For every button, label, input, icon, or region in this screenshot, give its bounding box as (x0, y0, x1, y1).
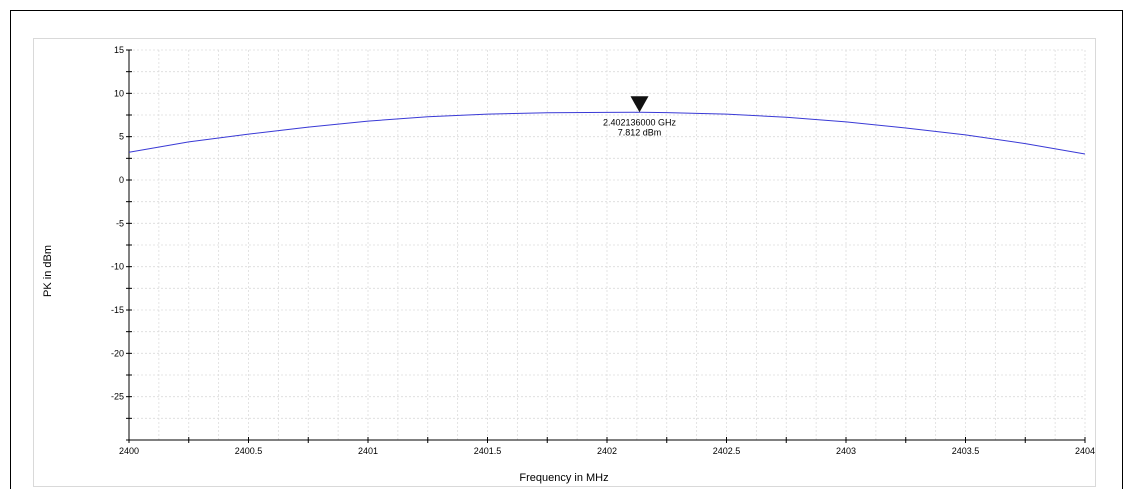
spectrum-chart: 2400 2400.5 2401 2401.5 2402 2402.5 2403 2403.5… (34, 39, 1095, 486)
y-tick-label: -10 (111, 262, 124, 272)
y-tick-label: 5 (119, 132, 124, 142)
x-tick-label: 2402 (597, 446, 617, 456)
x-tick-label: 2403 (836, 446, 856, 456)
y-tick-label: -25 (111, 392, 124, 402)
y-tick-label: 0 (119, 175, 124, 185)
ticks-layer: 2400 2400.5 2401 2401.5 2402 2402.5 2403 2403.5… (111, 45, 1095, 456)
y-tick-label: -5 (116, 218, 124, 228)
x-tick-label: 2400 (119, 446, 139, 456)
y-tick-label: 10 (114, 88, 124, 98)
peak-marker-triangle (631, 96, 649, 112)
axes-layer (126, 50, 1085, 443)
x-tick-label: 2403.5 (952, 446, 980, 456)
y-tick-label: 15 (114, 45, 124, 55)
chart-frame: 2400 2400.5 2401 2401.5 2402 2402.5 2403 2403.5… (10, 10, 1123, 489)
y-axis-title: PK in dBm (42, 245, 54, 297)
marker-frequency-label: 2.402136000 GHz (603, 117, 677, 127)
chart-panel: 2400 2400.5 2401 2401.5 2402 2402.5 2403 2403.5… (33, 38, 1096, 487)
x-axis-title: Frequency in MHz (519, 472, 608, 484)
x-tick-label: 2401 (358, 446, 378, 456)
x-tick-label: 2400.5 (235, 446, 263, 456)
y-tick-label: -20 (111, 348, 124, 358)
grid-layer (129, 50, 1085, 440)
y-tick-label: -15 (111, 305, 124, 315)
marker-level-label: 7.812 dBm (618, 127, 662, 137)
x-tick-label: 2402.5 (713, 446, 741, 456)
x-tick-label: 2401.5 (474, 446, 502, 456)
x-tick-label: 2404 (1075, 446, 1095, 456)
